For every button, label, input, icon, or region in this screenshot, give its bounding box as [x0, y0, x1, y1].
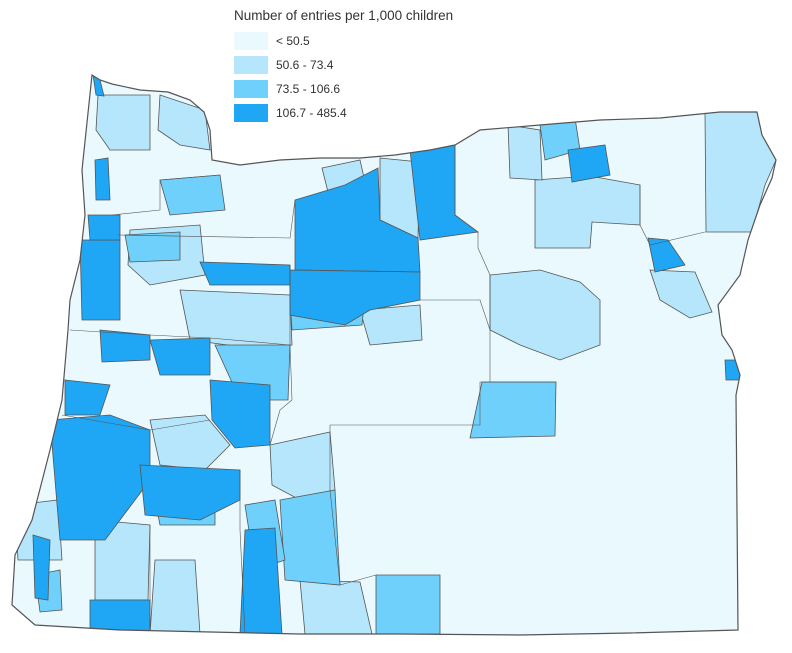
region-clatsop [94, 157, 111, 201]
region-northeast-wallowa [704, 111, 776, 233]
legend-swatch [234, 104, 268, 122]
region-jackson [149, 559, 201, 635]
boundary-line-12 [639, 185, 706, 246]
region-lake-south [299, 579, 373, 635]
boundary-line-9 [69, 329, 291, 346]
region-tillamook [124, 231, 181, 263]
region-union [649, 269, 713, 319]
boundary-line-10 [61, 414, 211, 431]
legend-label: 106.7 - 485.4 [276, 106, 347, 120]
region-klamath-falls [239, 527, 283, 635]
region-la-grande [647, 237, 686, 273]
map-legend: Number of entries per 1,000 children < 5… [234, 8, 453, 125]
region-columbia [157, 94, 211, 151]
legend-swatch [234, 80, 268, 98]
legend-item-class-4: 106.7 - 485.4 [234, 101, 453, 125]
region-baker-north [489, 269, 601, 361]
region-northwest-coast [95, 94, 151, 151]
region-linn [149, 337, 211, 376]
legend-item-class-2: 50.6 - 73.4 [234, 53, 453, 77]
region-portland-metro [199, 261, 291, 286]
region-jefferson [359, 304, 423, 346]
legend-item-class-3: 73.5 - 106.6 [234, 77, 453, 101]
region-north-central [507, 124, 543, 181]
legend-swatch [234, 32, 268, 50]
region-curry [32, 534, 51, 601]
legend-item-class-1: < 50.5 [234, 29, 453, 53]
region-lane-coast [64, 379, 111, 416]
region-washington [159, 174, 226, 216]
legend-swatch [234, 56, 268, 74]
boundary-line-3 [330, 381, 556, 426]
region-deschutes-west [209, 379, 271, 449]
boundary-line-2 [269, 265, 293, 446]
region-lincoln [79, 239, 121, 321]
region-malheur-east [724, 359, 741, 381]
region-benton [99, 329, 151, 363]
legend-label: 50.6 - 73.4 [276, 58, 334, 72]
region-umpqua [139, 464, 241, 521]
boundary-line-8 [117, 199, 296, 239]
boundary-line-5 [420, 299, 491, 331]
region-lane-east [149, 414, 231, 471]
region-salem [87, 214, 121, 241]
legend-title: Number of entries per 1,000 children [234, 8, 454, 23]
legend-label: 73.5 - 106.6 [276, 82, 341, 96]
region-lake-east [279, 489, 341, 586]
region-harney [469, 381, 557, 439]
region-morrow [567, 144, 611, 183]
legend-label: < 50.5 [276, 34, 310, 48]
region-malheur-south [375, 574, 441, 635]
oregon-state-outline [11, 73, 777, 636]
boundary-line-4 [329, 425, 377, 586]
boundary-line-11 [111, 174, 221, 216]
boundary-line-6 [239, 470, 246, 635]
